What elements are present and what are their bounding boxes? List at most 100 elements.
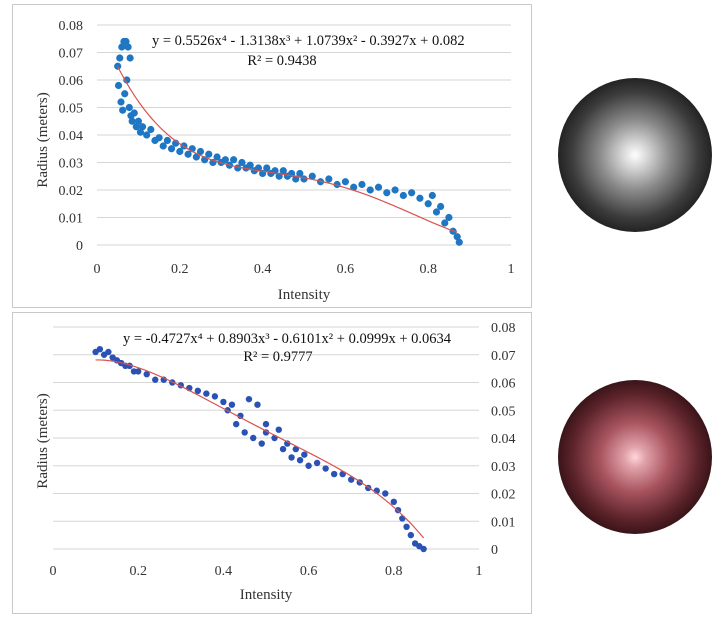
data-point: [279, 445, 287, 453]
scatter-chart-top: 0 0.01 0.02 0.03 0.04 0.05 0.06 0.07 0.08 0 0.2 0.…: [35, 19, 515, 303]
chart-panel-top: 0 0.01 0.02 0.03 0.04 0.05 0.06 0.07 0.08 0 0.2 0.…: [12, 4, 532, 308]
data-point: [296, 169, 304, 178]
data-point: [341, 178, 349, 186]
y-tick-label: 0.02: [491, 488, 516, 503]
trendline: [117, 66, 458, 233]
data-point: [325, 175, 333, 183]
data-point: [105, 348, 112, 356]
x-tick-label: 0: [94, 262, 101, 277]
trend-equation: y = 0.5526x⁴ - 1.3138x³ + 1.0739x² - 0.3…: [152, 33, 465, 49]
gridlines: [97, 24, 511, 246]
data-point: [172, 139, 180, 147]
data-point: [138, 123, 147, 131]
data-point: [279, 167, 287, 175]
data-point: [143, 131, 151, 139]
trendline: [95, 359, 425, 539]
red-sphere-image: [558, 380, 712, 534]
data-point: [437, 202, 445, 211]
data-point: [147, 125, 155, 134]
data-point: [232, 420, 240, 428]
data-point: [428, 191, 436, 200]
x-tick-label: 0: [50, 564, 57, 579]
data-point: [441, 219, 449, 227]
data-point: [407, 531, 415, 539]
x-tick-labels: 0 0.2 0.4 0.6 0.8 1: [50, 564, 483, 579]
data-point: [391, 186, 399, 194]
scatter-chart-bottom: 0 0.01 0.02 0.03 0.04 0.05 0.06 0.07 0.08 0 0.2 0.…: [35, 321, 516, 603]
y-tick-label: 0.02: [59, 184, 84, 199]
y-tick-label: 0.08: [491, 321, 516, 336]
data-point: [203, 390, 210, 397]
data-point: [221, 156, 229, 164]
data-point: [192, 153, 200, 161]
data-point: [118, 43, 126, 51]
data-point: [135, 368, 142, 375]
data-point: [211, 393, 219, 400]
data-point: [213, 153, 221, 161]
x-tick-label: 1: [508, 262, 515, 277]
data-point: [167, 145, 176, 153]
data-point: [152, 376, 159, 383]
y-tick-label: 0.01: [491, 515, 516, 530]
trend-equation: y = -0.4727x⁴ + 0.8903x³ - 0.6101x² + 0.…: [123, 331, 452, 347]
data-point: [366, 186, 374, 194]
y-tick-label: 0.05: [491, 404, 516, 419]
x-tick-label: 0.6: [300, 564, 318, 579]
x-tick-label: 0.8: [419, 262, 437, 277]
chart-panel-bottom: 0 0.01 0.02 0.03 0.04 0.05 0.06 0.07 0.08 0 0.2 0.…: [12, 312, 532, 614]
data-point: [445, 213, 453, 222]
y-tick-labels: 0 0.01 0.02 0.03 0.04 0.05 0.06 0.07 0.08: [491, 321, 516, 558]
data-point: [390, 498, 397, 506]
data-point: [238, 158, 246, 167]
x-tick-label: 0.2: [129, 564, 147, 579]
data-point: [228, 401, 236, 408]
data-point: [432, 208, 441, 216]
x-axis-label: Intensity: [278, 287, 331, 303]
data-point: [305, 462, 312, 469]
y-tick-labels: 0 0.01 0.02 0.03 0.04 0.05 0.06 0.07 0.08: [59, 19, 84, 254]
x-tick-label: 0.6: [337, 262, 355, 277]
data-point: [194, 387, 202, 395]
r-squared: R² = 0.9438: [247, 53, 316, 69]
x-tick-label: 0.2: [171, 262, 189, 277]
data-point: [155, 134, 163, 142]
data-point: [230, 156, 238, 164]
x-tick-label: 1: [476, 564, 483, 579]
data-point: [245, 395, 253, 403]
data-point: [420, 545, 427, 553]
data-points: [92, 346, 427, 553]
y-tick-label: 0.06: [491, 377, 516, 392]
x-tick-labels: 0 0.2 0.4 0.6 0.8 1: [94, 262, 515, 277]
y-tick-label: 0.07: [491, 349, 516, 364]
data-point: [275, 426, 282, 433]
y-axis-label: Radius (meters): [35, 92, 51, 187]
data-point: [246, 161, 254, 169]
data-points: [114, 37, 463, 246]
data-point: [258, 440, 265, 447]
data-point: [300, 175, 308, 183]
data-point: [114, 81, 123, 90]
y-tick-label: 0.03: [59, 157, 84, 172]
data-point: [122, 37, 130, 46]
data-point: [453, 233, 461, 241]
data-point: [125, 103, 133, 112]
data-point: [358, 180, 366, 189]
data-point: [116, 54, 124, 62]
grayscale-sphere-image: [558, 78, 712, 232]
x-tick-label: 0.4: [215, 564, 233, 579]
data-point: [128, 117, 136, 125]
data-point: [399, 515, 406, 522]
data-point: [196, 147, 205, 156]
y-tick-label: 0.06: [59, 74, 84, 89]
data-point: [184, 150, 192, 158]
data-point: [123, 76, 131, 84]
y-tick-label: 0.01: [59, 212, 84, 227]
data-point: [455, 238, 463, 246]
x-tick-label: 0.4: [254, 262, 272, 277]
y-tick-label: 0.04: [59, 129, 84, 144]
data-point: [250, 434, 257, 442]
data-point: [416, 194, 424, 202]
data-point: [176, 147, 184, 156]
data-point: [205, 150, 213, 158]
data-point: [132, 123, 140, 131]
